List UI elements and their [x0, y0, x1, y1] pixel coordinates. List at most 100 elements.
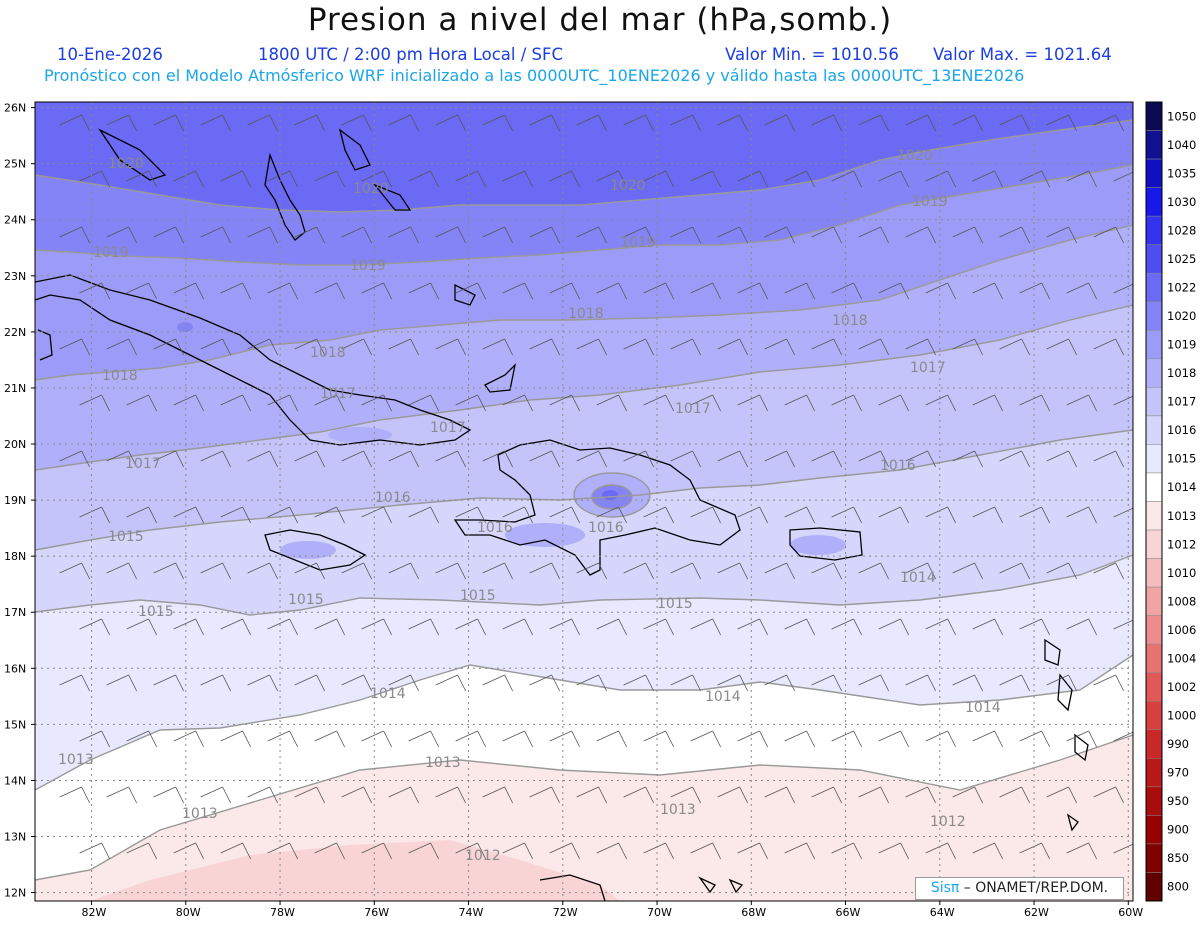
colorbar-label: 1002 [1167, 680, 1196, 694]
colorbar-swatch [1145, 701, 1163, 731]
colorbar-swatch [1145, 301, 1163, 331]
colorbar-label: 1016 [1167, 423, 1196, 437]
coastlines [35, 128, 1089, 901]
colorbar-swatch [1145, 501, 1163, 531]
isobar-label: 1014 [965, 700, 1001, 716]
isobar-label: 1014 [370, 686, 406, 702]
colorbar-label: 800 [1167, 880, 1189, 894]
colorbar-swatch [1145, 158, 1163, 188]
isobars [35, 119, 1133, 881]
map-title: Presion a nivel del mar (hPa,somb.) [307, 2, 893, 38]
isobar-label: 1019 [93, 245, 129, 261]
isobar-label: 1020 [610, 178, 646, 194]
max-value-label: Valor Max. = 1021.64 [933, 45, 1112, 64]
colorbar-swatch [1145, 215, 1163, 245]
colorbar-swatch [1145, 758, 1163, 788]
lon-label: 60W [1118, 906, 1143, 919]
isobar-label: 1015 [138, 604, 174, 620]
isobar-label: 1017 [125, 456, 161, 472]
colorbar-swatch [1145, 672, 1163, 702]
colorbar-label: 1050 [1167, 109, 1196, 123]
colorbar-label: 1020 [1167, 309, 1196, 323]
isobar-label: 1016 [375, 490, 411, 506]
lat-label: 24N [4, 214, 26, 227]
colorbar-swatch [1145, 586, 1163, 616]
plot-frame [34, 101, 1134, 902]
forecast-info: Pronóstico con el Modelo Atmósferico WRF… [44, 66, 1025, 85]
isobar-label: 1012 [930, 814, 966, 830]
isobar-label: 1014 [705, 689, 741, 705]
isobar-label: 1018 [102, 368, 138, 384]
isobar-label: 1012 [465, 848, 501, 864]
colorbar-label: 1006 [1167, 623, 1196, 637]
colorbar-swatch [1145, 101, 1163, 131]
colorbar-swatch [1145, 358, 1163, 388]
colorbar-label: 1035 [1167, 166, 1196, 180]
isobar-label: 1018 [568, 306, 604, 322]
colorbar-swatch [1145, 643, 1163, 673]
colorbar-swatch [1145, 444, 1163, 474]
isobar-label: 1018 [310, 345, 346, 361]
date-label: 10-Ene-2026 [57, 45, 163, 64]
lat-label: 23N [4, 270, 26, 283]
isobar-label: 1017 [430, 420, 466, 436]
lat-lon-grid [35, 102, 1133, 901]
band-1010-1012 [90, 840, 620, 901]
lon-label: 62W [1024, 906, 1049, 919]
lon-label: 64W [930, 906, 955, 919]
colorbar-label: 1012 [1167, 537, 1196, 551]
colorbar-swatch [1145, 187, 1163, 217]
lat-label: 12N [4, 887, 26, 900]
isobar-label: 1016 [477, 520, 513, 536]
colorbar-label: 950 [1167, 794, 1189, 808]
colorbar-label: 1014 [1167, 480, 1196, 494]
isobar-label: 1019 [350, 258, 386, 274]
colorbar-label: 1000 [1167, 709, 1196, 723]
isobar-label: 1013 [425, 755, 461, 771]
isobar-label: 1014 [900, 570, 936, 586]
isobar-label: 1019 [912, 194, 948, 210]
band-1020-1022 [35, 102, 1133, 212]
credit-text: – ONAMET/REP.DOM. [959, 880, 1109, 896]
colorbar-swatch [1145, 529, 1163, 559]
colorbar-swatch [1145, 272, 1163, 303]
isobar-label: 1020 [353, 181, 389, 197]
colorbar-label: 1025 [1167, 252, 1196, 266]
colorbar-label: 850 [1167, 851, 1189, 865]
isobar-label: 1015 [657, 596, 693, 612]
colorbar-label: 990 [1167, 737, 1189, 751]
colorbar-swatch [1145, 387, 1163, 417]
lat-label: 26N [4, 102, 26, 115]
lat-label: 21N [4, 382, 26, 395]
colorbar-swatch [1145, 815, 1163, 845]
isobar-label: 1017 [675, 401, 711, 417]
colorbar-swatch [1145, 872, 1163, 902]
isobar-label: 1017 [320, 386, 356, 402]
lon-label: 76W [364, 906, 389, 919]
lat-label: 25N [4, 158, 26, 171]
isobar-label: 1013 [182, 806, 218, 822]
colorbar-label: 1018 [1167, 366, 1196, 380]
colorbar-swatch [1145, 615, 1163, 645]
colorbar-swatch [1145, 472, 1163, 502]
isobar-label: 1017 [910, 360, 946, 376]
colorbar-swatch [1145, 558, 1163, 588]
colorbar-swatch [1145, 729, 1163, 759]
credit-box: Sisπ – ONAMET/REP.DOM. [915, 877, 1124, 900]
lat-label: 22N [4, 326, 26, 339]
colorbar-label: 1010 [1167, 566, 1196, 580]
colorbar-swatch [1145, 786, 1163, 816]
colorbar-label: 1030 [1167, 195, 1196, 209]
colorbar: 1050 1040 1035 1030 1028 1025 1022 1020 1019 1018… [1145, 101, 1196, 902]
isobar-labels: 1020 1020 1020 1020 1019 1019 1019 1019 1018 1018… [58, 148, 1001, 864]
colorbar-label: 900 [1167, 823, 1189, 837]
isobar-label: 1020 [108, 156, 144, 172]
isobar-label: 1020 [897, 148, 933, 164]
colorbar-swatch [1145, 130, 1163, 160]
colorbar-label: 1017 [1167, 395, 1196, 409]
isobar-label: 1013 [58, 752, 94, 768]
colorbar-label: 1008 [1167, 594, 1196, 608]
lon-label: 68W [741, 906, 766, 919]
colorbar-label: 1022 [1167, 280, 1196, 294]
